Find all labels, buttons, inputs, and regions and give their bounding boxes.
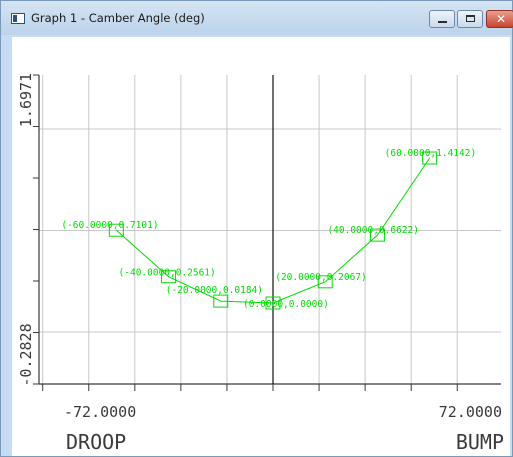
bump-label: BUMP (456, 430, 504, 454)
data-point-label: (40.0000,0.6622) (327, 225, 419, 236)
camber-chart: (-60.0000,0.7101) (-40.0000,0.2561) (-20.0… (17, 73, 504, 454)
data-point-label: (60.0000,1.4142) (385, 148, 477, 159)
data-point-marker (317, 275, 333, 289)
droop-label: DROOP (66, 430, 126, 454)
data-point-marker (422, 151, 438, 165)
graph-area: (-60.0000,0.7101) (-40.0000,0.2561) (-20.0… (12, 37, 510, 456)
title-bar[interactable]: Graph 1 - Camber Angle (deg) ✕ (1, 1, 513, 35)
data-markers (108, 151, 438, 310)
data-point-label: (0.0000,0.0000) (243, 299, 329, 310)
series-line (116, 157, 431, 304)
x-max-tick-label: 72.0000 (439, 403, 502, 421)
maximize-button[interactable] (457, 10, 483, 28)
data-point-marker (213, 294, 229, 308)
close-button[interactable]: ✕ (486, 10, 513, 28)
minimize-button[interactable] (429, 10, 455, 28)
data-point-marker (369, 228, 385, 242)
window-title: Graph 1 - Camber Angle (deg) (31, 11, 205, 25)
data-point-label: (20.0000,0.2067) (275, 272, 367, 283)
data-point-labels: (-60.0000,0.7101) (-40.0000,0.2561) (-20.0… (61, 148, 476, 310)
y-max-tick-label: 1.6971 (17, 73, 35, 127)
graph-window-icon[interactable] (11, 13, 25, 24)
grid-lines (39, 75, 501, 384)
data-point-label: (-20.0000,0.0184) (166, 285, 263, 296)
data-point-marker (161, 270, 177, 284)
y-min-tick-label: -0.2828 (17, 323, 35, 386)
data-point-marker (265, 296, 281, 310)
close-icon: ✕ (496, 12, 507, 26)
x-min-tick-label: -72.0000 (64, 403, 136, 421)
plot-axes (33, 74, 501, 391)
data-point-label: (-40.0000,0.2561) (119, 268, 216, 279)
data-point-marker (108, 223, 124, 237)
data-point-label: (-60.0000,0.7101) (61, 220, 158, 231)
